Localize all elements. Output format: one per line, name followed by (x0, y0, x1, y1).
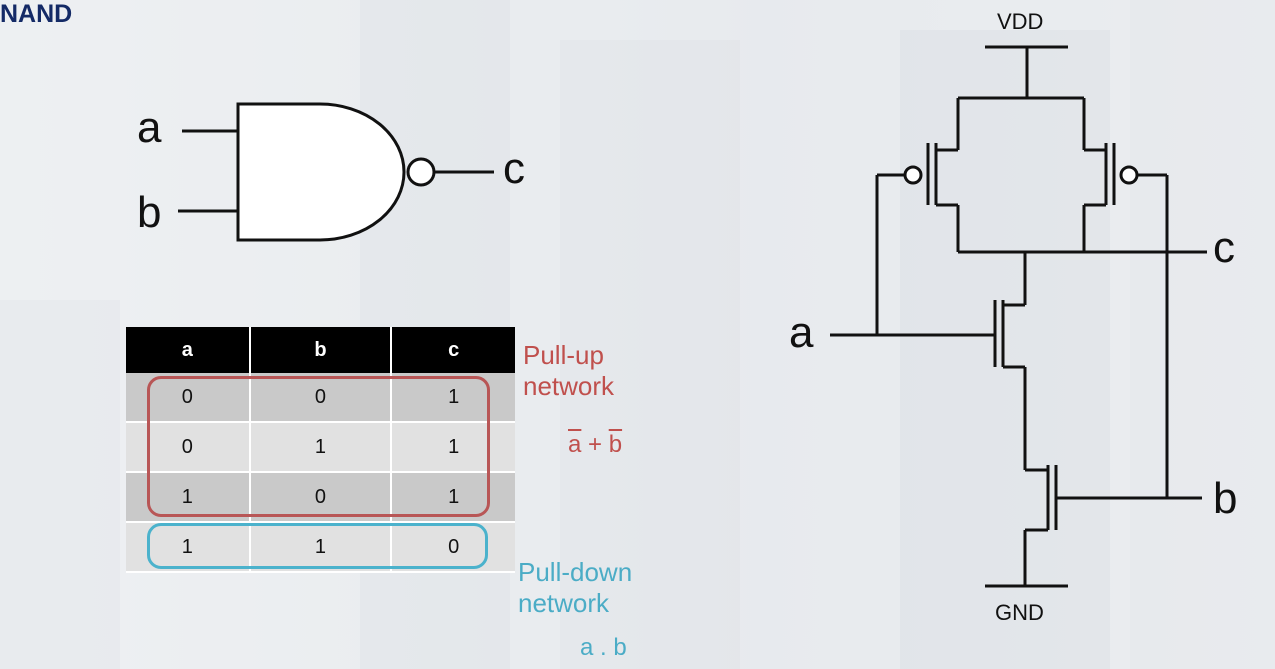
cell: 1 (391, 373, 515, 423)
pull-down-expression: a . b (580, 634, 627, 661)
circuit-output-c-label: c (1213, 223, 1235, 272)
pull-up-expression: a + b (568, 431, 622, 460)
table-row: 0 0 1 (126, 373, 515, 423)
gate-input-b-label: b (137, 188, 162, 237)
cell: 1 (249, 422, 393, 473)
pull-down-label: Pull-down network (518, 557, 632, 619)
cell: 0 (391, 522, 515, 573)
vdd-label: VDD (997, 9, 1044, 34)
circuit-input-b-label: b (1213, 474, 1238, 523)
pull-up-expr-a: a (568, 431, 582, 458)
pull-up-highlight (147, 376, 490, 517)
cell: 1 (249, 522, 393, 573)
pull-up-label: Pull-up network (523, 340, 614, 402)
table-row: 1 1 0 (126, 522, 515, 573)
cell: 0 (126, 422, 251, 473)
pull-down-line2: network (518, 588, 610, 619)
pull-down-highlight (147, 523, 488, 569)
gnd-label: GND (995, 600, 1044, 625)
nand-gate-symbol (178, 102, 494, 242)
pull-up-line1: Pull-up (523, 340, 604, 370)
header-b: b (249, 327, 393, 373)
cell: 0 (126, 373, 251, 423)
header-a: a (126, 327, 251, 373)
table-row: 0 1 1 (126, 422, 515, 473)
truth-table-header: a b c (126, 327, 515, 373)
pull-down-line1: Pull-down (518, 557, 633, 587)
header-c: c (391, 327, 515, 373)
gate-output-c-label: c (503, 144, 525, 193)
circuit-input-a-label: a (789, 308, 814, 357)
cell: 1 (391, 422, 515, 473)
cell: 0 (249, 373, 393, 423)
pull-up-expr-b: b (608, 431, 623, 458)
page-title: NAND (0, 0, 73, 28)
pull-up-line2: network (523, 371, 615, 402)
pull-up-expr-op: + (581, 431, 609, 458)
cell: 1 (126, 522, 251, 573)
gate-input-a-label: a (137, 103, 162, 152)
